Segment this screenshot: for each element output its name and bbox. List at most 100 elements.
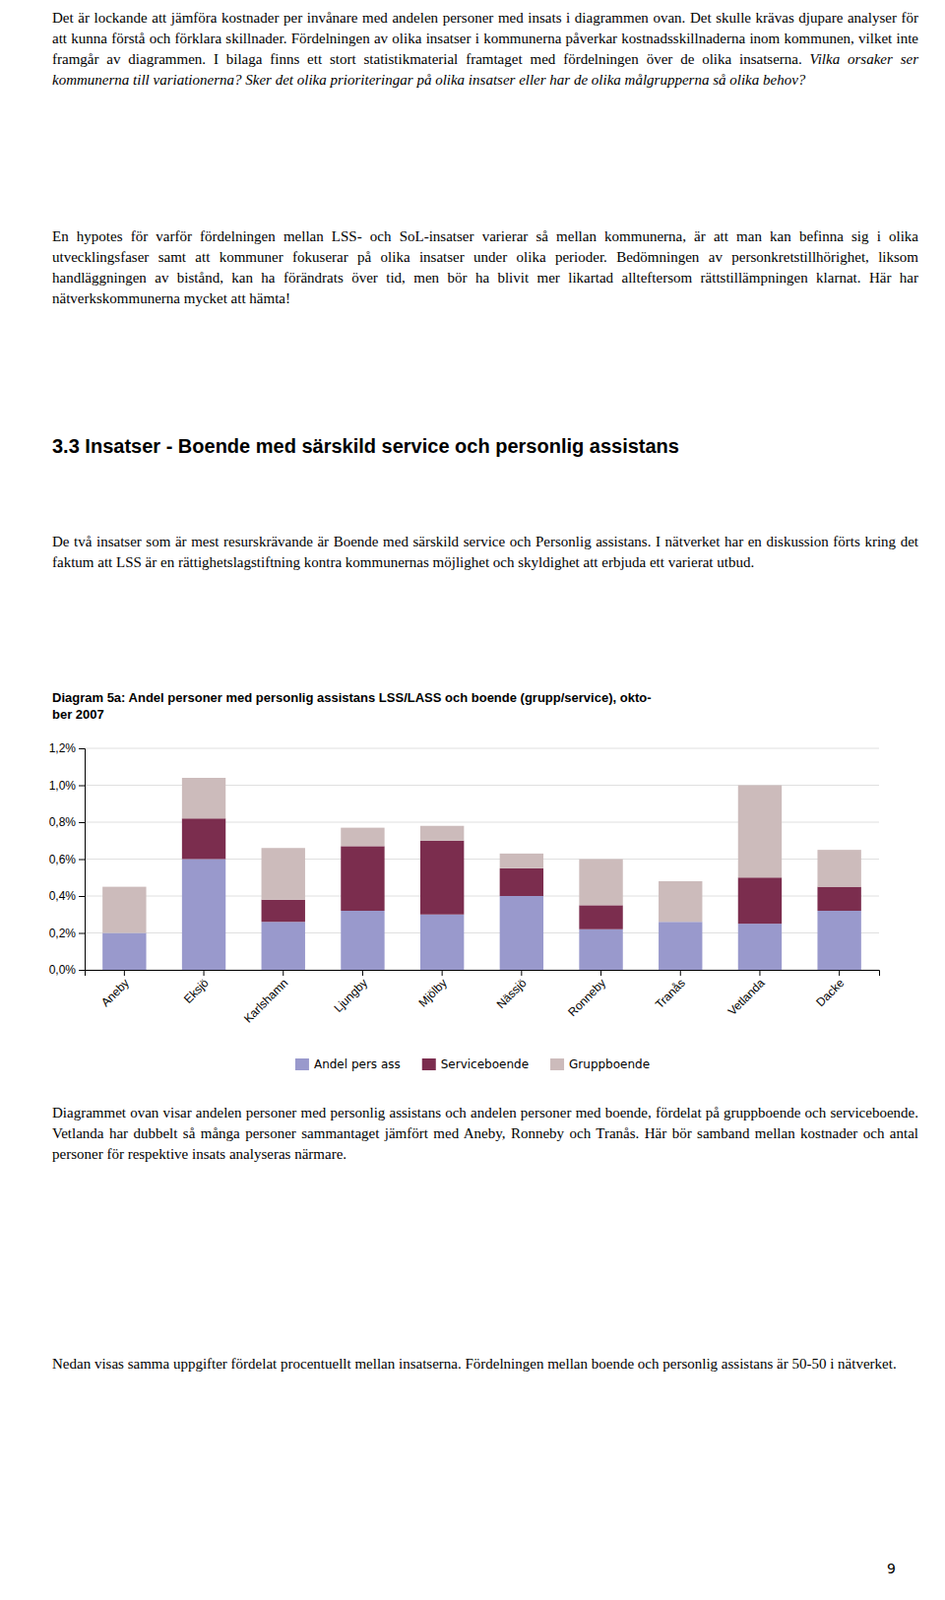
bar-segment: [182, 777, 226, 819]
bar-segment: [340, 910, 384, 970]
x-axis: Aneby Eksjö Karlshamn Ljungby Mjölby Nässjö Ro…: [85, 969, 881, 1026]
bar-segment: [817, 849, 861, 887]
bar-segment: [658, 921, 702, 970]
bar-segment: [658, 881, 702, 922]
tick-label: Aneby: [98, 975, 132, 1009]
bars: [102, 777, 862, 970]
bar-segment: [420, 840, 464, 915]
legend-label: Serviceboende: [441, 1057, 529, 1071]
bar-segment: [738, 877, 782, 924]
tick-label: 0,0%: [49, 962, 77, 977]
tick-label: Ronneby: [565, 975, 609, 1019]
x-tick: Dacke: [813, 969, 847, 1009]
bar-segment: [500, 895, 544, 970]
tick-mark: [78, 895, 85, 897]
legend-swatch: [422, 1058, 437, 1071]
tick-label: Tranås: [652, 975, 689, 1011]
tick-mark: [78, 859, 85, 861]
bar-segment: [182, 818, 226, 859]
bar-segment: [261, 899, 306, 923]
y-tick: 0,6%: [49, 852, 85, 867]
bar-segment: [102, 886, 146, 934]
y-tick: 0,2%: [49, 926, 85, 941]
bar-segment: [817, 910, 861, 970]
x-tick: Vetlanda: [725, 969, 768, 1018]
tick-mark: [758, 969, 760, 976]
paragraph: En hypotes för varför fördelningen mella…: [52, 226, 919, 310]
x-tick: Nässjö: [494, 969, 530, 1011]
bar-segment: [578, 904, 623, 929]
paragraph: De två insatser som är mest resurskrävan…: [52, 531, 919, 573]
tick-label: 0,2%: [49, 926, 77, 941]
legend-item: Serviceboende: [422, 1057, 529, 1071]
axis-line: [85, 970, 881, 977]
bar-segment: [340, 827, 384, 847]
paragraph-text: Det är lockande att jämföra kostnader pe…: [52, 9, 919, 67]
legend-swatch: [295, 1058, 310, 1071]
legend-swatch: [550, 1058, 565, 1071]
paragraph: Det är lockande att jämföra kostnader pe…: [52, 7, 919, 91]
section-header: 3.3 Insatser - Boende med särskild servi…: [52, 433, 919, 459]
tick-label: 1,0%: [49, 778, 77, 793]
paragraph: Diagrammet ovan visar andelen personer m…: [52, 1102, 919, 1165]
y-tick: 1,0%: [49, 778, 85, 793]
series: [102, 777, 862, 934]
legend-item: Gruppboende: [550, 1057, 650, 1071]
bar-segment: [261, 921, 306, 970]
bar-segment: [500, 853, 544, 869]
tick-mark: [124, 969, 126, 976]
tick-label: Ljungby: [330, 975, 371, 1015]
x-tick: Aneby: [98, 969, 132, 1009]
x-tick: Karlshamn: [241, 969, 291, 1026]
page-number: 9: [886, 1560, 896, 1576]
tick-label: 0,4%: [49, 888, 77, 903]
tick-mark: [78, 933, 85, 935]
axis-line: [78, 749, 86, 971]
x-tick: Ljungby: [330, 969, 371, 1015]
bar-segment: [817, 886, 861, 911]
y-tick: 0,8%: [49, 815, 85, 829]
tick-label: Dacke: [813, 975, 847, 1009]
bar-segment: [578, 929, 623, 970]
x-tick: Ronneby: [565, 969, 609, 1019]
tick-mark: [680, 969, 682, 976]
legend-item: Andel pers ass: [295, 1057, 401, 1071]
tick-mark: [282, 969, 284, 976]
tick-label: Mjölby: [415, 975, 449, 1009]
y-tick: 0,0%: [49, 962, 85, 977]
legend-label: Gruppboende: [568, 1057, 650, 1071]
x-tick: Mjölby: [415, 969, 449, 1010]
tick-label: Karlshamn: [241, 975, 291, 1025]
grid: [84, 748, 880, 970]
legend-label: Andel pers ass: [314, 1057, 401, 1071]
paragraph: Nedan visas samma uppgifter fördelat pro…: [52, 1353, 919, 1375]
tick-mark: [78, 821, 85, 823]
bar-segment: [340, 845, 384, 911]
y-tick: 0,4%: [49, 888, 85, 903]
tick-label: 1,2%: [49, 741, 77, 756]
y-axis: 0,0% 0,2% 0,4% 0,6% 0,8% 1,0% 1,2%: [49, 741, 86, 977]
tick-label: Vetlanda: [725, 975, 768, 1018]
tick-mark: [203, 969, 205, 976]
tick-mark: [78, 785, 85, 787]
tick-mark: [362, 969, 364, 976]
x-tick: Eksjö: [181, 969, 212, 1007]
legend: Andel pers ass Serviceboende Gruppboende: [295, 1057, 650, 1071]
tick-label: Eksjö: [181, 975, 212, 1007]
bar-segment: [420, 825, 464, 841]
tick-label: 0,8%: [49, 815, 77, 829]
y-tick: 1,2%: [49, 741, 85, 756]
tick-mark: [600, 969, 602, 976]
x-tick: Tranås: [652, 969, 689, 1011]
chart: 0,0% 0,2% 0,4% 0,6% 0,8% 1,0% 1,2% Aneby Eksjö Ka…: [0, 723, 945, 1098]
grid-line: [84, 748, 880, 750]
tick-mark: [78, 969, 85, 971]
tick-mark: [78, 748, 85, 750]
bar-segment: [738, 785, 782, 879]
tick-label: Nässjö: [494, 975, 530, 1011]
tick-mark: [441, 969, 443, 976]
chart-title: Diagram 5a: Andel personer med personlig…: [52, 689, 919, 723]
tick-mark: [520, 969, 522, 976]
tick-mark: [838, 969, 840, 976]
tick-label: 0,6%: [49, 852, 77, 867]
